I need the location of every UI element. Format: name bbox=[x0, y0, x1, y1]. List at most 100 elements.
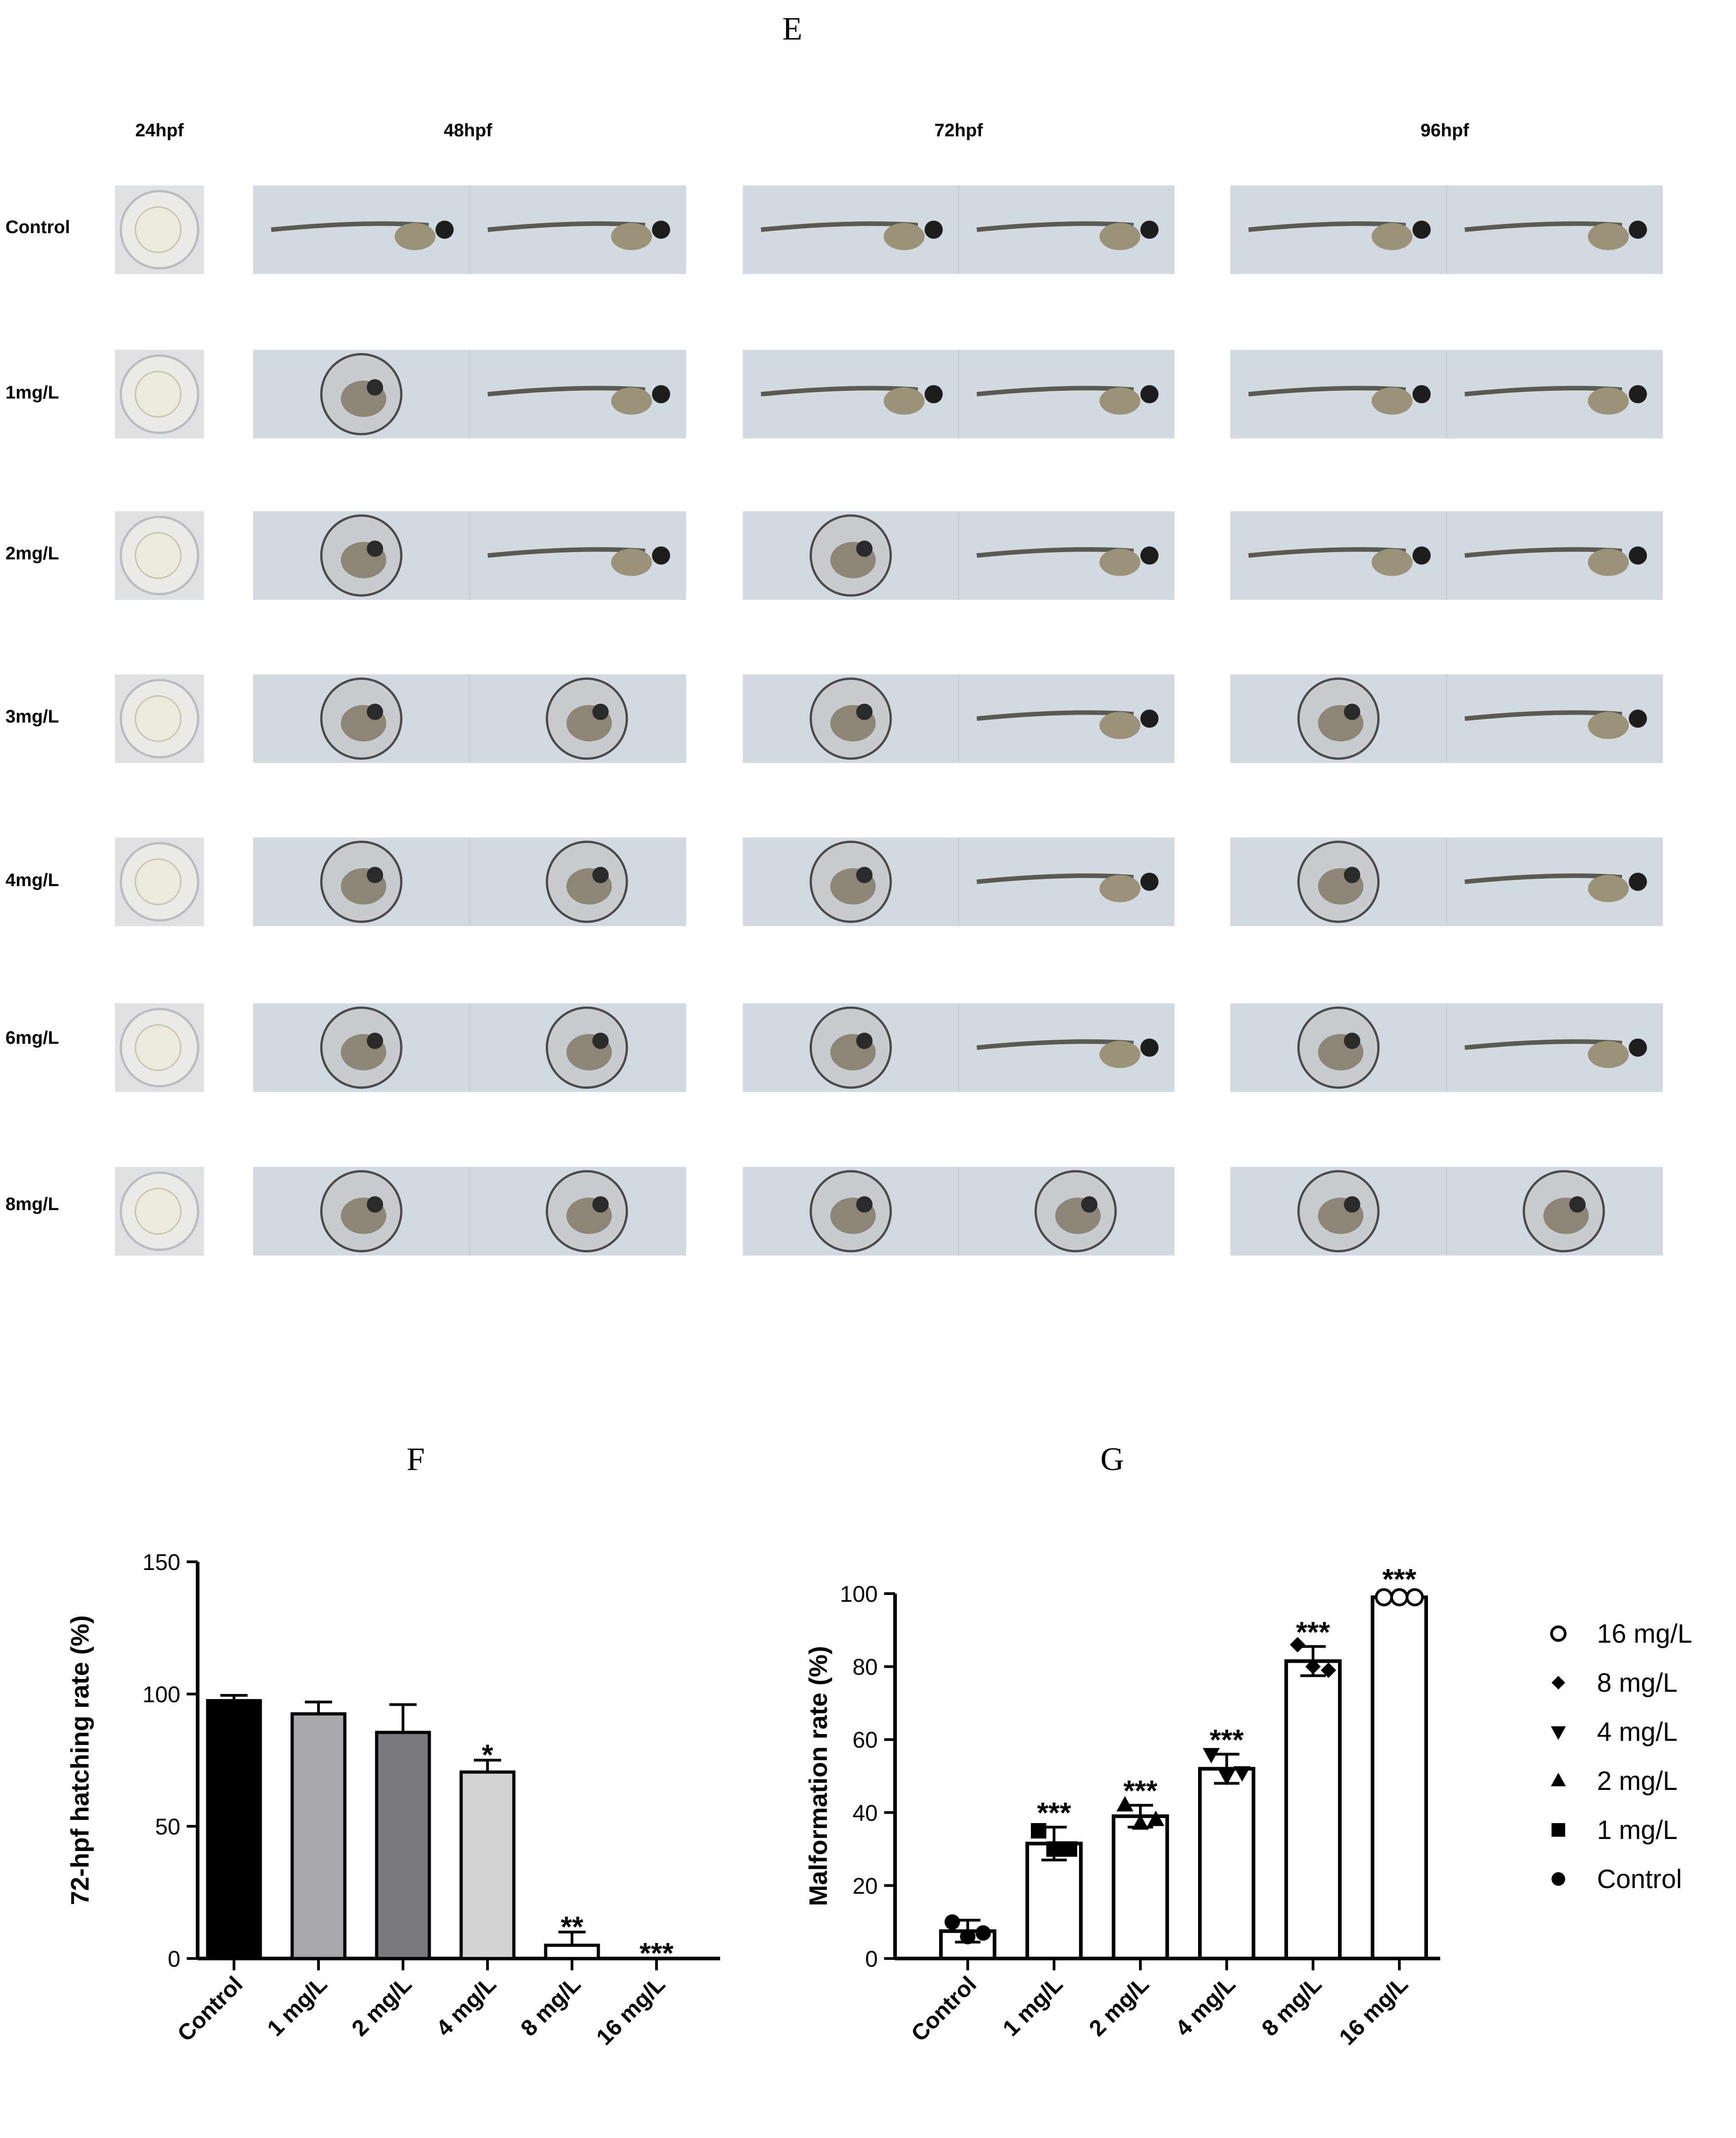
larva-eye bbox=[1413, 220, 1431, 239]
x-tick-label: Control bbox=[173, 1971, 248, 2046]
embryo-eye bbox=[367, 703, 383, 720]
y-tick-label: 20 bbox=[852, 1873, 878, 1899]
bar bbox=[544, 1944, 600, 1960]
x-tick-label: 16 mg/L bbox=[592, 1971, 670, 2050]
bar bbox=[1198, 1767, 1255, 1960]
legend-marker bbox=[1551, 1773, 1566, 1786]
legend-label: 16 mg/L bbox=[1597, 1619, 1692, 1649]
legend-label: 8 mg/L bbox=[1597, 1668, 1677, 1698]
larva-eye bbox=[1413, 546, 1431, 565]
legend-label: 4 mg/L bbox=[1597, 1717, 1677, 1747]
x-tick-label: Control bbox=[906, 1971, 981, 2046]
x-tick-label: 1 mg/L bbox=[262, 1971, 332, 2041]
significance-label: *** bbox=[1296, 1615, 1330, 1648]
embryo-eye bbox=[367, 867, 383, 883]
yolk bbox=[134, 858, 182, 905]
embryo-eye bbox=[592, 867, 609, 883]
x-tick-label: 2 mg/L bbox=[1084, 1971, 1154, 2041]
larva-yolk bbox=[1099, 223, 1140, 250]
row-label-6mg: 6mg/L bbox=[5, 1028, 59, 1048]
legend-marker bbox=[1552, 1676, 1565, 1689]
y-tick-label: 0 bbox=[168, 1946, 180, 1972]
significance-label: * bbox=[482, 1739, 493, 1771]
larva-yolk bbox=[884, 387, 925, 415]
larva-yolk bbox=[1099, 712, 1140, 739]
x-tick-label: 1 mg/L bbox=[998, 1971, 1068, 2041]
larva-yolk bbox=[1588, 223, 1629, 250]
significance-label: *** bbox=[1210, 1723, 1244, 1756]
embryo-eye bbox=[367, 379, 383, 396]
larva-yolk bbox=[611, 548, 652, 576]
x-tick-label: 8 mg/L bbox=[1257, 1971, 1327, 2041]
bar bbox=[290, 1712, 347, 1960]
larva-yolk bbox=[1099, 548, 1140, 576]
significance-label: ** bbox=[561, 1910, 583, 1943]
x-tick-label: 8 mg/L bbox=[516, 1971, 586, 2041]
embryo-eye bbox=[1344, 703, 1360, 720]
embryo-eye bbox=[1344, 867, 1360, 883]
data-point bbox=[960, 1929, 975, 1944]
row-label-4mg: 4mg/L bbox=[5, 870, 59, 890]
yolk bbox=[134, 1024, 182, 1071]
larva-eye bbox=[925, 220, 943, 239]
larva-eye bbox=[652, 546, 670, 565]
x-tick-label: 2 mg/L bbox=[347, 1971, 417, 2041]
row-label-8mg: 8mg/L bbox=[5, 1194, 59, 1214]
larva-eye bbox=[1629, 872, 1647, 891]
larva-eye bbox=[1140, 872, 1159, 891]
y-tick-label: 150 bbox=[143, 1550, 180, 1575]
yolk bbox=[134, 532, 182, 579]
larva-eye bbox=[1629, 385, 1647, 404]
larva-yolk bbox=[1588, 1041, 1629, 1068]
data-point bbox=[1147, 1810, 1164, 1826]
y-tick-label: 50 bbox=[155, 1814, 180, 1839]
stage-header-96hpf: 96hpf bbox=[1420, 120, 1469, 140]
larva-eye bbox=[1629, 709, 1647, 728]
data-point bbox=[1234, 1766, 1251, 1782]
yolk bbox=[134, 1188, 182, 1235]
row-label-2mg: 2mg/L bbox=[5, 543, 59, 563]
embryo-eye bbox=[367, 540, 383, 557]
embryo-eye bbox=[367, 1196, 383, 1213]
legend-marker bbox=[1552, 1823, 1565, 1837]
larva-eye bbox=[1413, 385, 1431, 404]
yolk bbox=[134, 371, 182, 418]
embryo-eye bbox=[592, 703, 609, 720]
larva-eye bbox=[1140, 709, 1159, 728]
larva-yolk bbox=[1372, 387, 1413, 415]
larva-eye bbox=[1140, 220, 1159, 239]
y-tick-label: 60 bbox=[852, 1727, 878, 1753]
data-point bbox=[1406, 1588, 1424, 1607]
hatching-rate-chart: 0 50 100 150 72-hpf hatching rate (%) Control… bbox=[65, 1550, 720, 2050]
larva-eye bbox=[435, 220, 454, 239]
significance-label: *** bbox=[1124, 1774, 1158, 1807]
panel-e-label: E bbox=[782, 10, 802, 47]
larva-yolk bbox=[1588, 548, 1629, 576]
bar bbox=[206, 1699, 262, 1960]
data-point bbox=[945, 1914, 960, 1930]
embryo-eye bbox=[1081, 1196, 1098, 1213]
data-point bbox=[1218, 1769, 1235, 1785]
larva-eye bbox=[925, 385, 943, 404]
embryo-eye bbox=[592, 1196, 609, 1213]
embryo-eye bbox=[856, 867, 873, 883]
bar bbox=[1371, 1595, 1428, 1960]
embryo-eye bbox=[367, 1032, 383, 1049]
x-tick-label: 4 mg/L bbox=[1170, 1971, 1240, 2041]
larva-yolk bbox=[1588, 875, 1629, 902]
stage-header-24hpf: 24hpf bbox=[135, 120, 184, 140]
significance-label: *** bbox=[1383, 1563, 1417, 1595]
data-point bbox=[1046, 1841, 1062, 1857]
y-tick-label: 40 bbox=[852, 1800, 878, 1826]
data-point bbox=[975, 1925, 991, 1941]
larva-yolk bbox=[611, 223, 652, 250]
row-label-3mg: 3mg/L bbox=[5, 707, 59, 727]
data-point bbox=[1321, 1662, 1336, 1678]
larva-eye bbox=[652, 220, 670, 239]
embryo-eye bbox=[1344, 1032, 1360, 1049]
data-point bbox=[1290, 1637, 1305, 1653]
larva-eye bbox=[1629, 220, 1647, 239]
embryo-eye bbox=[1569, 1196, 1586, 1213]
yolk bbox=[134, 206, 182, 253]
larva-eye bbox=[1629, 1038, 1647, 1057]
